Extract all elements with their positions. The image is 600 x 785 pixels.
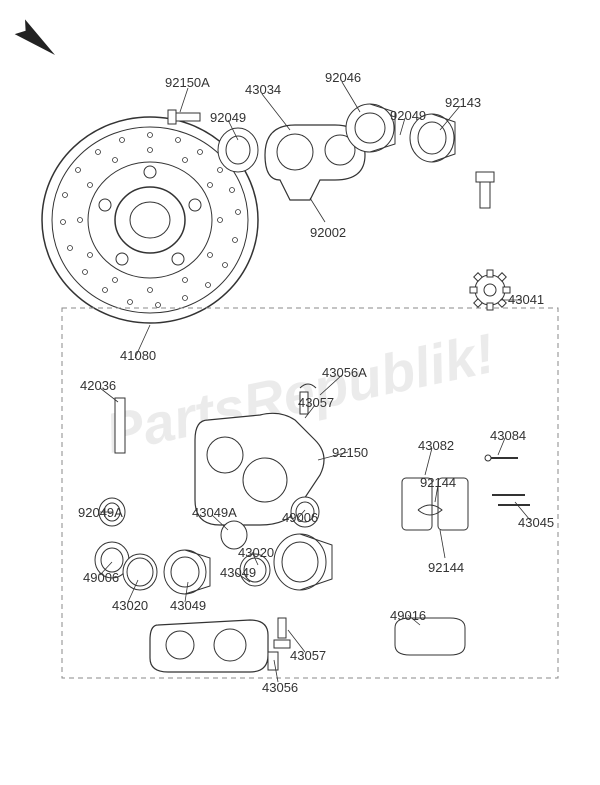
label-43082: 43082 <box>418 438 454 453</box>
part-pin-43084 <box>485 455 518 461</box>
part-piston-large <box>274 534 332 590</box>
label-43020b: 43020 <box>112 598 148 613</box>
part-bolt-92002 <box>476 172 494 208</box>
direction-arrow <box>15 19 62 60</box>
label-49006b: 49006 <box>83 570 119 585</box>
label-92150a: 92150A <box>165 75 210 90</box>
label-92049: 92049 <box>210 110 246 125</box>
part-lower-caliper <box>150 620 268 672</box>
part-bushing-92046 <box>346 104 395 152</box>
label-43049a: 43049A <box>192 505 237 520</box>
label-49016: 49016 <box>390 608 426 623</box>
label-92046: 92046 <box>325 70 361 85</box>
part-tube-42036 <box>115 398 125 453</box>
label-43034: 43034 <box>245 82 281 97</box>
label-43049: 43049 <box>220 565 256 580</box>
assembly-box <box>62 308 558 678</box>
part-cover-49016 <box>395 618 465 655</box>
label-41080: 41080 <box>120 348 156 363</box>
label-43056a: 43056A <box>322 365 367 380</box>
label-43041: 43041 <box>508 292 544 307</box>
label-43045: 43045 <box>518 515 554 530</box>
part-ring-43020 <box>123 554 157 590</box>
label-92144: 92144 <box>420 475 456 490</box>
label-92049a: 92049A <box>78 505 123 520</box>
label-92049-r: 92049 <box>390 108 426 123</box>
brake-diagram: PartsRepublik! <box>0 0 600 785</box>
label-49006: 49006 <box>282 510 318 525</box>
label-43057b: 43057 <box>290 648 326 663</box>
label-43056: 43056 <box>262 680 298 695</box>
part-pin-43045 <box>492 495 530 505</box>
label-43057: 43057 <box>298 395 334 410</box>
label-92144b: 92144 <box>428 560 464 575</box>
label-43020: 43020 <box>238 545 274 560</box>
label-43049b: 43049 <box>170 598 206 613</box>
part-gear-43041 <box>470 270 510 310</box>
part-bleeder <box>268 618 290 670</box>
label-92150: 92150 <box>332 445 368 460</box>
label-43084: 43084 <box>490 428 526 443</box>
label-42036: 42036 <box>80 378 116 393</box>
label-92143: 92143 <box>445 95 481 110</box>
part-seal-92049 <box>218 128 258 172</box>
label-92002: 92002 <box>310 225 346 240</box>
